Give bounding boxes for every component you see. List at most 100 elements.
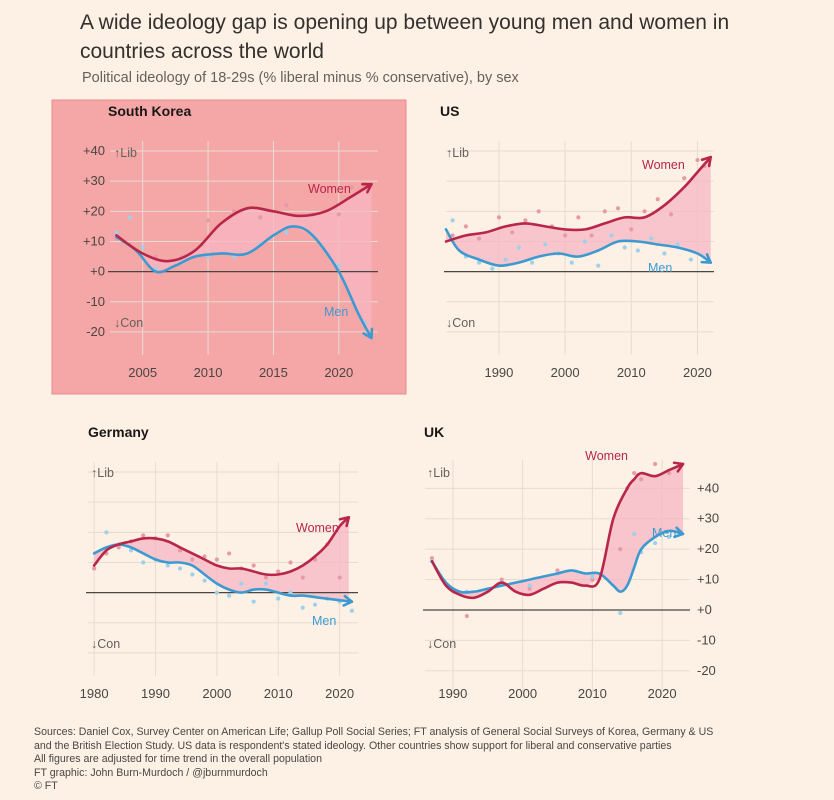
arrowhead-women bbox=[361, 182, 373, 194]
data-point-women bbox=[499, 577, 504, 582]
con-direction-label: ↓Con bbox=[91, 637, 120, 651]
y-tick-label: +10 bbox=[697, 572, 719, 587]
data-point-men bbox=[688, 257, 693, 262]
y-tick-label: -10 bbox=[697, 632, 716, 647]
data-point-women bbox=[276, 569, 281, 574]
data-point-men bbox=[649, 236, 654, 241]
con-direction-label: ↓Con bbox=[446, 316, 475, 330]
x-tick-label: 1980 bbox=[80, 686, 109, 701]
data-point-women bbox=[300, 575, 305, 580]
data-point-men bbox=[653, 540, 658, 546]
data-point-men bbox=[128, 548, 134, 553]
data-point-women bbox=[555, 568, 560, 573]
arrowhead-men bbox=[673, 526, 685, 539]
data-point-women bbox=[258, 215, 263, 220]
con-direction-label: ↓Con bbox=[427, 637, 456, 651]
data-point-men bbox=[503, 257, 508, 262]
data-point-men bbox=[582, 239, 588, 244]
data-point-men bbox=[336, 263, 341, 268]
y-tick-label: -20 bbox=[697, 663, 716, 678]
data-point-men bbox=[284, 230, 289, 235]
data-point-women bbox=[336, 212, 341, 217]
data-point-women bbox=[639, 477, 644, 482]
data-point-women bbox=[629, 227, 634, 232]
data-point-women bbox=[214, 557, 219, 562]
x-tick-label: 2010 bbox=[617, 365, 646, 380]
panel-title: UK bbox=[424, 424, 444, 440]
lib-direction-label: ↑Lib bbox=[446, 146, 469, 160]
y-tick-label: +40 bbox=[697, 480, 719, 495]
series-label-men: Men bbox=[652, 526, 676, 540]
data-point-men bbox=[190, 572, 195, 577]
series-label-women: Women bbox=[296, 521, 339, 535]
series-label-men: Men bbox=[312, 614, 336, 628]
x-tick-label: 2010 bbox=[264, 686, 293, 701]
data-point-men bbox=[450, 218, 455, 223]
x-tick-label: 2000 bbox=[551, 365, 580, 380]
data-point-women bbox=[618, 547, 623, 552]
data-point-men bbox=[177, 566, 183, 571]
panel-title: US bbox=[440, 103, 459, 119]
series-line-men bbox=[92, 543, 354, 603]
data-point-men bbox=[349, 608, 354, 613]
data-point-men bbox=[202, 578, 207, 583]
data-point-women bbox=[655, 197, 660, 202]
data-point-women bbox=[263, 575, 269, 580]
footer-line: and the British Election Study. US data … bbox=[34, 739, 672, 752]
y-tick-label: +10 bbox=[83, 233, 105, 248]
footer-line: Sources: Daniel Cox, Survey Center on Am… bbox=[34, 726, 714, 738]
data-point-men bbox=[635, 248, 641, 253]
series-line-women bbox=[92, 516, 351, 577]
arrowhead-women bbox=[338, 515, 351, 528]
data-point-men bbox=[140, 245, 145, 250]
x-tick-label: 2010 bbox=[578, 686, 607, 701]
data-point-women bbox=[653, 461, 658, 467]
x-tick-label: 2020 bbox=[683, 365, 712, 380]
chart-panel-1: US 1990 2000 2010 2020 ↑Lib ↓Con Women Men bbox=[440, 103, 714, 380]
data-point-women bbox=[576, 215, 581, 220]
arrowhead-men bbox=[362, 327, 374, 340]
data-point-men bbox=[127, 215, 132, 220]
arrowhead-women bbox=[672, 461, 685, 473]
series-label-women: Women bbox=[585, 449, 628, 463]
gap-area bbox=[446, 157, 711, 266]
x-tick-label: 1990 bbox=[484, 365, 513, 380]
chart-panel-0: South Korea +40 +30 +20 +10 +0 -10 -20 2005 2010 2… bbox=[51, 99, 407, 395]
data-point-men bbox=[529, 260, 535, 265]
gap-area bbox=[432, 464, 683, 598]
y-tick-label: +20 bbox=[697, 541, 719, 556]
data-point-men bbox=[596, 263, 601, 268]
data-point-men bbox=[516, 245, 521, 250]
data-point-women bbox=[450, 233, 455, 238]
x-tick-label: 2000 bbox=[508, 686, 537, 701]
data-point-men bbox=[300, 605, 305, 610]
data-point-men bbox=[622, 245, 627, 250]
data-point-women bbox=[668, 212, 674, 217]
footer-line: All figures are adjusted for time trend … bbox=[34, 753, 322, 766]
arrowhead-women bbox=[700, 155, 712, 168]
data-point-women bbox=[563, 233, 568, 238]
data-point-men bbox=[618, 610, 623, 616]
series-label-men: Men bbox=[324, 305, 348, 319]
data-point-men bbox=[141, 560, 146, 565]
y-tick-label: +40 bbox=[83, 143, 105, 158]
chart-subtitle: Political ideology of 18-29s (% liberal … bbox=[82, 70, 519, 86]
data-point-men bbox=[543, 242, 548, 247]
data-point-men bbox=[312, 602, 318, 607]
x-tick-label: 2020 bbox=[325, 686, 354, 701]
series-line-men bbox=[430, 529, 685, 594]
data-point-men bbox=[165, 563, 170, 568]
chart-title: A wide ideology gap is opening up betwee… bbox=[80, 11, 730, 63]
lib-direction-label: ↑Lib bbox=[91, 466, 114, 480]
data-point-women bbox=[116, 545, 121, 550]
data-point-women bbox=[464, 613, 469, 619]
x-tick-label: 1990 bbox=[141, 686, 170, 701]
data-point-men bbox=[609, 233, 614, 238]
data-point-men bbox=[675, 242, 680, 247]
y-tick-label: -20 bbox=[86, 324, 105, 339]
data-point-women bbox=[510, 230, 515, 235]
data-point-women bbox=[429, 556, 435, 561]
data-point-men bbox=[476, 260, 482, 265]
data-point-men bbox=[288, 590, 293, 595]
charts-canvas: South Korea +40 +30 +20 +10 +0 -10 -20 2005 2010 2… bbox=[51, 99, 719, 701]
